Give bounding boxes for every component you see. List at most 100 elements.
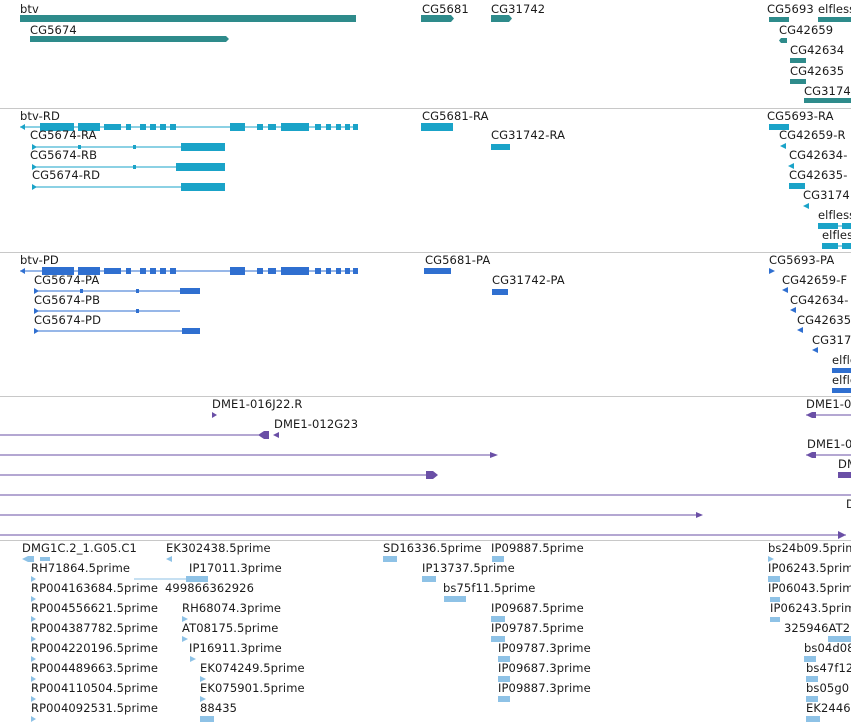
clone-end-marker[interactable] <box>426 471 438 479</box>
est-feature[interactable] <box>22 556 34 562</box>
est-feature[interactable] <box>770 597 780 602</box>
gene-bar-elfless[interactable] <box>818 17 851 22</box>
est-feature[interactable] <box>492 556 504 562</box>
exon-block[interactable] <box>842 243 851 249</box>
exon-block[interactable] <box>181 183 225 191</box>
exon-block[interactable] <box>842 223 851 229</box>
exon-block[interactable] <box>315 268 321 274</box>
est-feature[interactable] <box>200 716 214 722</box>
exon-block[interactable] <box>345 268 350 274</box>
exon-block[interactable] <box>326 124 331 130</box>
exon-block[interactable] <box>40 123 74 131</box>
est-feature[interactable] <box>491 616 505 622</box>
est-feature[interactable] <box>40 557 50 561</box>
exon-block[interactable] <box>832 368 851 373</box>
est-feature[interactable] <box>498 656 510 662</box>
est-feature[interactable] <box>806 676 818 682</box>
est-feature[interactable] <box>768 576 780 582</box>
exon-block[interactable] <box>230 267 245 275</box>
est-feature[interactable] <box>190 656 196 662</box>
exon-block[interactable] <box>353 124 358 130</box>
est-feature[interactable] <box>804 656 816 662</box>
exon-block[interactable] <box>424 268 451 274</box>
exon-block[interactable] <box>230 123 245 131</box>
clone-end-marker[interactable] <box>212 412 217 418</box>
est-feature[interactable] <box>491 636 505 642</box>
clone-end-marker[interactable] <box>273 432 279 438</box>
est-feature[interactable] <box>31 656 36 662</box>
clone-end-marker[interactable] <box>696 512 703 518</box>
gene-bar-CG42634[interactable] <box>790 58 806 63</box>
exon-block[interactable] <box>789 183 805 189</box>
est-feature[interactable] <box>806 696 818 702</box>
exon-block[interactable] <box>78 145 81 149</box>
exon-block[interactable] <box>170 124 176 130</box>
exon-block[interactable] <box>140 268 146 274</box>
exon-block[interactable] <box>492 289 508 295</box>
exon-block[interactable] <box>421 123 453 131</box>
est-feature[interactable] <box>200 676 206 682</box>
exon-block[interactable] <box>140 124 146 130</box>
exon-block[interactable] <box>491 144 510 150</box>
clone-end-marker[interactable] <box>838 472 851 478</box>
exon-block[interactable] <box>78 123 100 131</box>
est-feature[interactable] <box>182 616 188 622</box>
exon-block[interactable] <box>268 268 276 274</box>
exon-block[interactable] <box>104 268 121 274</box>
exon-block[interactable] <box>150 124 156 130</box>
est-feature[interactable] <box>31 616 36 622</box>
exon-block[interactable] <box>136 289 139 293</box>
exon-block[interactable] <box>345 124 350 130</box>
est-feature[interactable] <box>31 716 36 722</box>
est-feature[interactable] <box>31 576 36 582</box>
est-feature[interactable] <box>422 576 436 582</box>
exon-block[interactable] <box>336 124 341 130</box>
est-feature[interactable] <box>383 556 397 562</box>
est-feature[interactable] <box>166 556 172 562</box>
exon-block[interactable] <box>281 267 309 275</box>
est-feature[interactable] <box>186 576 208 582</box>
exon-block[interactable] <box>176 163 225 171</box>
exon-block[interactable] <box>832 388 851 393</box>
exon-block[interactable] <box>42 267 74 275</box>
exon-block[interactable] <box>822 243 838 249</box>
exon-block[interactable] <box>104 124 121 130</box>
exon-block[interactable] <box>170 268 176 274</box>
gene-bar-CG5693[interactable] <box>769 17 789 22</box>
est-feature[interactable] <box>31 676 36 682</box>
exon-block[interactable] <box>257 268 263 274</box>
exon-block[interactable] <box>133 145 136 149</box>
exon-block[interactable] <box>136 309 139 313</box>
est-feature[interactable] <box>768 556 774 562</box>
gene-bar-CG31742[interactable] <box>491 15 509 22</box>
clone-end-marker[interactable] <box>838 531 846 539</box>
est-feature[interactable] <box>200 696 206 702</box>
gene-bar-CG5681[interactable] <box>421 15 451 22</box>
est-feature[interactable] <box>182 636 188 642</box>
est-feature[interactable] <box>444 596 466 602</box>
est-feature[interactable] <box>806 716 820 722</box>
est-feature[interactable] <box>31 636 36 642</box>
exon-block[interactable] <box>353 268 358 274</box>
exon-block[interactable] <box>160 268 166 274</box>
clone-end-marker[interactable] <box>490 452 498 458</box>
exon-block[interactable] <box>181 143 225 151</box>
clone-end-marker[interactable] <box>258 431 269 439</box>
exon-block[interactable] <box>180 288 200 294</box>
exon-block[interactable] <box>182 328 200 334</box>
exon-block[interactable] <box>78 267 100 275</box>
gene-bar-CG5674[interactable] <box>30 36 226 42</box>
exon-block[interactable] <box>80 289 83 293</box>
gene-bar-CG42635[interactable] <box>790 79 806 84</box>
exon-block[interactable] <box>160 124 166 130</box>
exon-block[interactable] <box>126 268 131 274</box>
exon-block[interactable] <box>336 268 341 274</box>
est-feature[interactable] <box>770 617 780 622</box>
est-feature[interactable] <box>828 636 851 642</box>
exon-block[interactable] <box>326 268 331 274</box>
clone-end-marker[interactable] <box>806 412 816 418</box>
gene-bar-btv[interactable] <box>20 15 356 22</box>
est-feature[interactable] <box>498 696 510 702</box>
exon-block[interactable] <box>133 165 136 169</box>
exon-block[interactable] <box>315 124 321 130</box>
